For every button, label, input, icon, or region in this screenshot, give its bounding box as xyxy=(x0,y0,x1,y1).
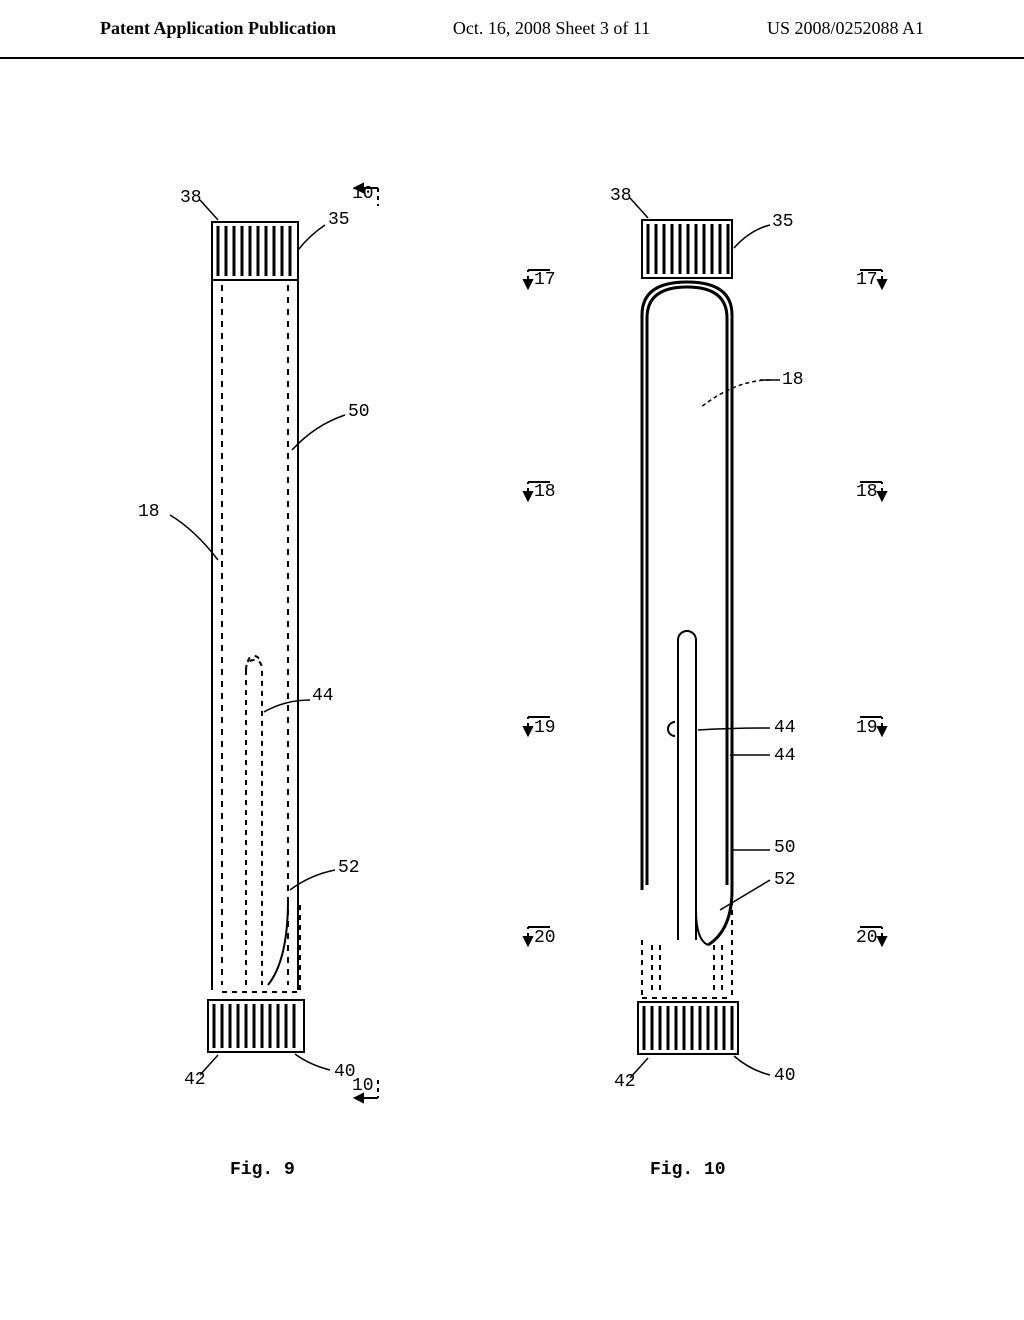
ref-18L: 18 xyxy=(534,482,556,502)
figure-9: 10 38 35 50 18 44 52 42 40 10 xyxy=(100,170,420,1120)
ref-19L: 19 xyxy=(534,718,556,738)
ref-52: 52 xyxy=(338,858,360,878)
ref-44a: 44 xyxy=(774,718,796,738)
header-row: Patent Application Publication Oct. 16, … xyxy=(0,18,1024,39)
ref-18R: 18 xyxy=(856,482,878,502)
ref-17R: 17 xyxy=(856,270,878,290)
ref-42: 42 xyxy=(184,1070,206,1090)
ref-10-top: 10 xyxy=(352,184,374,204)
ref-40: 40 xyxy=(774,1066,796,1086)
ref-50: 50 xyxy=(348,402,370,422)
ref-18: 18 xyxy=(138,502,160,522)
fig9-svg xyxy=(100,170,420,1120)
fig10-caption: Fig. 10 xyxy=(650,1160,726,1180)
header-docnum: US 2008/0252088 A1 xyxy=(767,18,924,39)
figure-area: 10 38 35 50 18 44 52 42 40 10 Fig. 9 xyxy=(0,120,1024,1220)
ref-20L: 20 xyxy=(534,928,556,948)
ref-18-lead: 18 xyxy=(782,370,804,390)
ref-10-bot: 10 xyxy=(352,1076,374,1096)
ref-44: 44 xyxy=(312,686,334,706)
fig10-svg xyxy=(470,170,930,1120)
ref-35: 35 xyxy=(772,212,794,232)
ref-42: 42 xyxy=(614,1072,636,1092)
header-publication: Patent Application Publication xyxy=(100,18,336,39)
ref-44b: 44 xyxy=(774,746,796,766)
ref-20R: 20 xyxy=(856,928,878,948)
ref-50: 50 xyxy=(774,838,796,858)
page-header: Patent Application Publication Oct. 16, … xyxy=(0,0,1024,59)
ref-52: 52 xyxy=(774,870,796,890)
ref-19R: 19 xyxy=(856,718,878,738)
ref-17L: 17 xyxy=(534,270,556,290)
fig9-caption: Fig. 9 xyxy=(230,1160,295,1180)
header-sheet: Oct. 16, 2008 Sheet 3 of 11 xyxy=(453,18,650,39)
figure-10: 38 35 17 17 18 18 18 19 19 44 44 50 52 2… xyxy=(470,170,930,1120)
ref-38: 38 xyxy=(610,186,632,206)
ref-35: 35 xyxy=(328,210,350,230)
ref-38: 38 xyxy=(180,188,202,208)
